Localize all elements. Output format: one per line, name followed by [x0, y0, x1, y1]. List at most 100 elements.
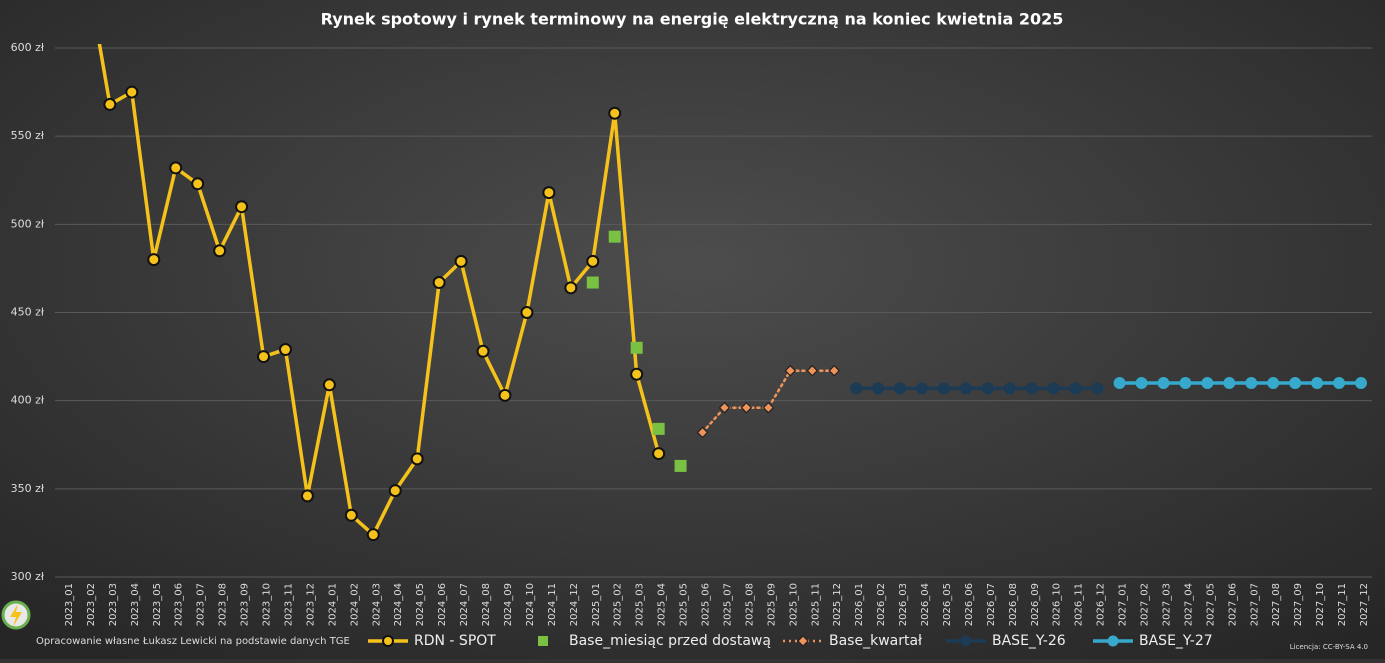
point	[1223, 377, 1236, 390]
point	[850, 382, 863, 395]
x-tick-label: 2023_01	[64, 583, 75, 626]
point	[1245, 377, 1258, 390]
y-tick-label: 350 zł	[11, 482, 45, 495]
point	[1355, 377, 1368, 390]
x-tick-label: 2027_11	[1337, 583, 1348, 626]
x-tick-label: 2025_06	[701, 583, 712, 626]
point	[235, 200, 249, 214]
point	[784, 364, 797, 377]
y-tick-label: 600 zł	[11, 41, 45, 54]
x-tick-label: 2026_04	[920, 583, 931, 626]
point	[916, 382, 929, 395]
point	[1157, 377, 1170, 390]
x-tick-label: 2024_11	[547, 583, 558, 626]
legend-marker	[382, 635, 394, 647]
x-tick-label: 2025_07	[722, 583, 733, 626]
x-tick-label: 2023_02	[86, 583, 97, 626]
x-tick-label: 2024_05	[415, 583, 426, 626]
x-tick-label: 2025_12	[832, 583, 843, 626]
grid: 300 zł 350 zł 400 zł 450 zł 500 zł 550 zł 600 …	[11, 41, 1372, 626]
point	[608, 106, 622, 120]
point	[1091, 382, 1104, 395]
x-tick-label: 2024_02	[349, 583, 360, 626]
y-tick-label: 500 zł	[11, 217, 45, 230]
point	[147, 253, 161, 267]
point	[1311, 377, 1324, 390]
point	[1025, 382, 1038, 395]
point	[1003, 382, 1016, 395]
x-tick-label: 2024_12	[569, 583, 580, 626]
y-tick-label: 300 zł	[11, 570, 45, 583]
legend-label: BASE_Y-26	[992, 633, 1066, 649]
x-tick-label: 2025_04	[657, 583, 668, 626]
point	[937, 382, 950, 395]
x-tick-label: 2027_01	[1118, 583, 1129, 626]
point	[1047, 382, 1060, 395]
point	[1201, 377, 1214, 390]
point	[762, 401, 775, 414]
x-tick-label: 2023_05	[152, 583, 163, 626]
logo	[1, 600, 31, 630]
x-tick-label: 2027_06	[1227, 583, 1238, 626]
x-tick-label: 2025_11	[810, 583, 821, 626]
x-tick-label: 2025_10	[788, 583, 799, 626]
point	[1135, 377, 1148, 390]
point	[388, 484, 402, 498]
x-tick-label: 2027_12	[1359, 583, 1370, 626]
x-tick-label: 2026_05	[942, 583, 953, 626]
x-tick-label: 2023_12	[305, 583, 316, 626]
point	[169, 161, 183, 175]
x-tick-label: 2026_02	[876, 583, 887, 626]
x-tick-label: 2024_06	[437, 583, 448, 626]
point	[894, 382, 907, 395]
x-tick-label: 2027_05	[1205, 583, 1216, 626]
point	[213, 244, 227, 258]
point	[652, 447, 666, 461]
x-tick-label: 2023_09	[240, 583, 251, 626]
x-tick-label: 2023_07	[196, 583, 207, 626]
legend-label: RDN - SPOT	[414, 633, 496, 649]
point	[498, 388, 512, 402]
x-tick-label: 2026_08	[1008, 583, 1019, 626]
point	[586, 254, 600, 268]
x-tick-label: 2024_04	[393, 583, 404, 626]
point	[542, 186, 556, 200]
legend-label: Base_miesiąc przed dostawą	[569, 633, 771, 649]
point	[718, 401, 731, 414]
legend-marker	[538, 636, 548, 646]
x-tick-label: 2025_05	[679, 583, 690, 626]
point	[410, 452, 424, 466]
point	[322, 378, 336, 392]
x-tick-label: 2023_06	[174, 583, 185, 626]
x-tick-label: 2024_10	[525, 583, 536, 626]
x-tick-label: 2023_03	[108, 583, 119, 626]
point	[278, 343, 292, 357]
point	[696, 426, 709, 439]
x-tick-label: 2025_03	[635, 583, 646, 626]
point	[981, 382, 994, 395]
point	[454, 254, 468, 268]
x-tick-label: 2024_08	[481, 583, 492, 626]
point	[520, 306, 534, 319]
x-tick-label: 2027_07	[1249, 583, 1260, 626]
point	[959, 382, 972, 395]
x-tick-label: 2026_01	[854, 583, 865, 626]
x-tick-label: 2023_08	[218, 583, 229, 626]
legend-marker	[1107, 635, 1119, 647]
point	[806, 364, 819, 377]
legend-label: Base_kwartał	[829, 633, 922, 649]
x-tick-label: 2026_07	[986, 583, 997, 626]
point	[476, 344, 490, 358]
x-tick-label: 2024_01	[327, 583, 338, 626]
point	[366, 528, 380, 542]
x-tick-label: 2026_09	[1030, 583, 1041, 626]
x-tick-label: 2027_03	[1161, 583, 1172, 626]
point	[1333, 377, 1346, 390]
x-tick-label: 2023_11	[283, 583, 294, 626]
footer-source: Opracowanie własne Łukasz Lewicki na pod…	[36, 636, 350, 647]
legend-marker	[797, 635, 809, 647]
footer-license: Licencja: CC-BY-SA 4.0	[1290, 643, 1368, 651]
x-tick-label: 2027_04	[1183, 583, 1194, 626]
